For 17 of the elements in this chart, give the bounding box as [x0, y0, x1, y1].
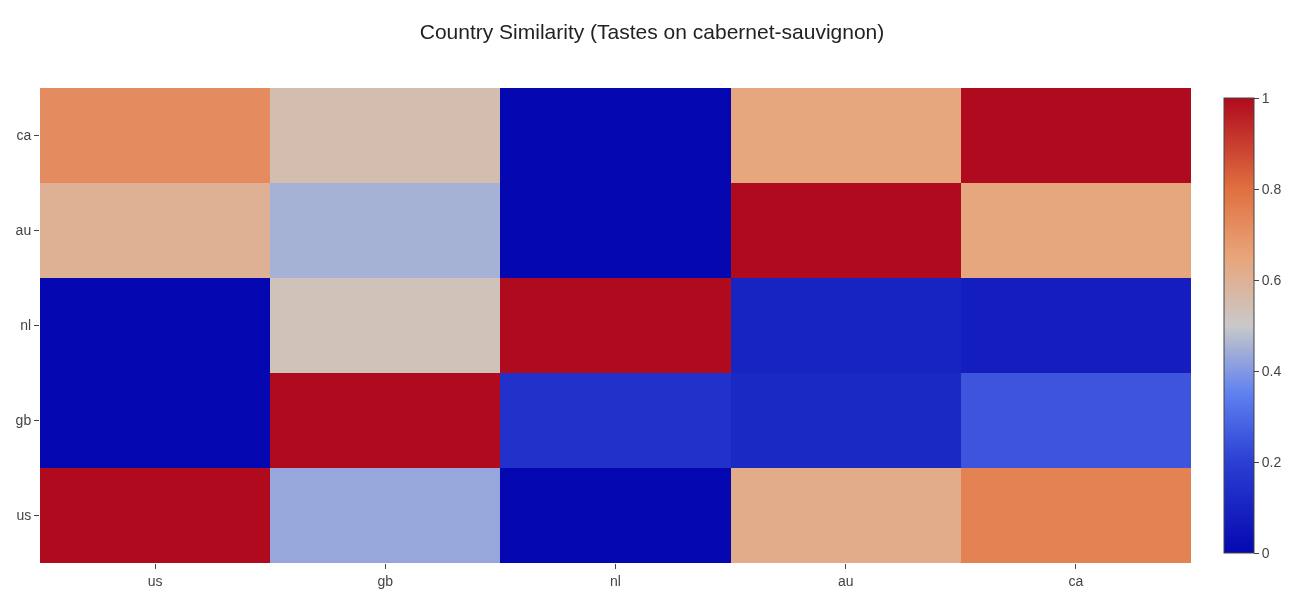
x-tick-label: au	[837, 572, 854, 589]
y-tick-label: ca	[16, 127, 32, 144]
y-tick-label: nl	[20, 317, 32, 334]
x-tick-label: ca	[1068, 572, 1084, 589]
x-tick-label: nl	[610, 572, 621, 589]
chart-title: Country Similarity (Tastes on cabernet-sauvignon)	[419, 19, 885, 43]
x-tick-label: gb	[377, 572, 394, 589]
x-tick-label: us	[147, 572, 163, 589]
y-tick-label: au	[15, 222, 32, 239]
color-bar-label: 0.6	[1261, 271, 1282, 288]
y-tick-label: gb	[15, 412, 32, 429]
color-bar-label: 0.8	[1261, 180, 1282, 197]
color-bar-label: 0.2	[1261, 453, 1282, 470]
color-bar-label: 0.4	[1261, 362, 1282, 379]
color-bar-label: 1	[1261, 89, 1270, 106]
y-tick-label: us	[16, 507, 32, 524]
color-bar-label: 0	[1261, 544, 1270, 561]
